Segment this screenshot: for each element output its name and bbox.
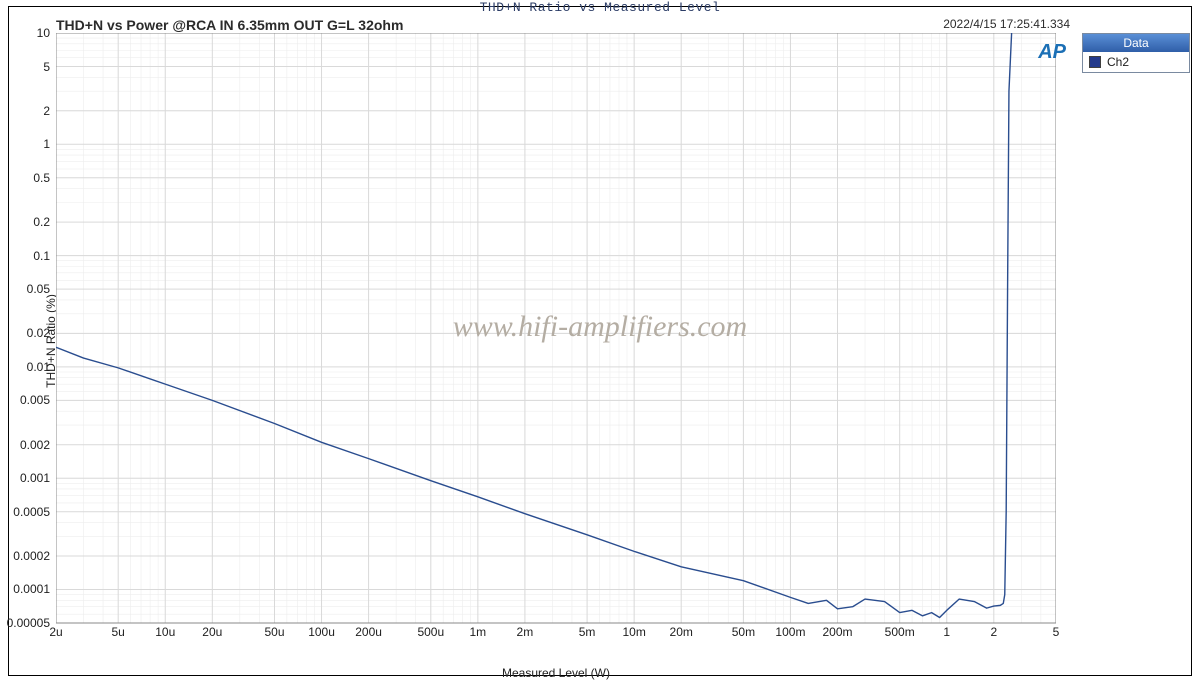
legend-header: Data	[1083, 34, 1189, 52]
y-tick-label: 0.5	[33, 171, 50, 185]
x-tick-label: 200u	[355, 625, 382, 639]
legend-swatch	[1089, 56, 1101, 68]
x-tick-label: 200m	[822, 625, 852, 639]
y-tick-label: 0.01	[27, 360, 50, 374]
y-tick-label: 0.005	[20, 393, 50, 407]
x-tick-label: 10u	[155, 625, 175, 639]
x-tick-label: 50m	[732, 625, 755, 639]
chart-plot	[56, 33, 1056, 643]
timestamp: 2022/4/15 17:25:41.334	[943, 17, 1070, 31]
y-tick-label: 0.002	[20, 438, 50, 452]
y-tick-label: 0.05	[27, 282, 50, 296]
y-tick-label: 10	[37, 26, 50, 40]
legend-item-label: Ch2	[1107, 55, 1129, 69]
y-tick-label: 0.1	[33, 249, 50, 263]
x-tick-label: 1m	[470, 625, 487, 639]
legend-item: Ch2	[1083, 52, 1189, 72]
x-tick-label: 50u	[264, 625, 284, 639]
x-tick-label: 100u	[308, 625, 335, 639]
y-tick-label: 5	[43, 60, 50, 74]
y-tick-label: 1	[43, 137, 50, 151]
ap-logo: AP	[1038, 41, 1066, 64]
x-tick-label: 20u	[202, 625, 222, 639]
y-tick-label: 0.0005	[13, 505, 50, 519]
x-axis-label: Measured Level (W)	[56, 666, 1056, 680]
x-tick-label: 500u	[417, 625, 444, 639]
chart-title: THD+N vs Power @RCA IN 6.35mm OUT G=L 32…	[56, 17, 403, 33]
y-tick-label: 0.02	[27, 326, 50, 340]
x-tick-label: 2m	[517, 625, 534, 639]
y-tick-label: 0.001	[20, 471, 50, 485]
x-tick-label: 5u	[112, 625, 125, 639]
y-tick-label: 0.00005	[7, 616, 50, 630]
page-title: THD+N Ratio vs Measured Level	[0, 0, 1200, 15]
x-tick-label: 2u	[49, 625, 62, 639]
y-tick-label: 0.0002	[13, 549, 50, 563]
x-tick-label: 2	[990, 625, 997, 639]
x-tick-label: 500m	[885, 625, 915, 639]
y-tick-label: 0.2	[33, 215, 50, 229]
x-tick-label: 20m	[670, 625, 693, 639]
legend: Data Ch2	[1082, 33, 1190, 73]
x-tick-label: 100m	[775, 625, 805, 639]
x-tick-label: 5	[1053, 625, 1060, 639]
y-tick-label: 0.0001	[13, 582, 50, 596]
x-tick-label: 10m	[622, 625, 645, 639]
x-tick-label: 1	[943, 625, 950, 639]
y-tick-label: 2	[43, 104, 50, 118]
x-tick-label: 5m	[579, 625, 596, 639]
